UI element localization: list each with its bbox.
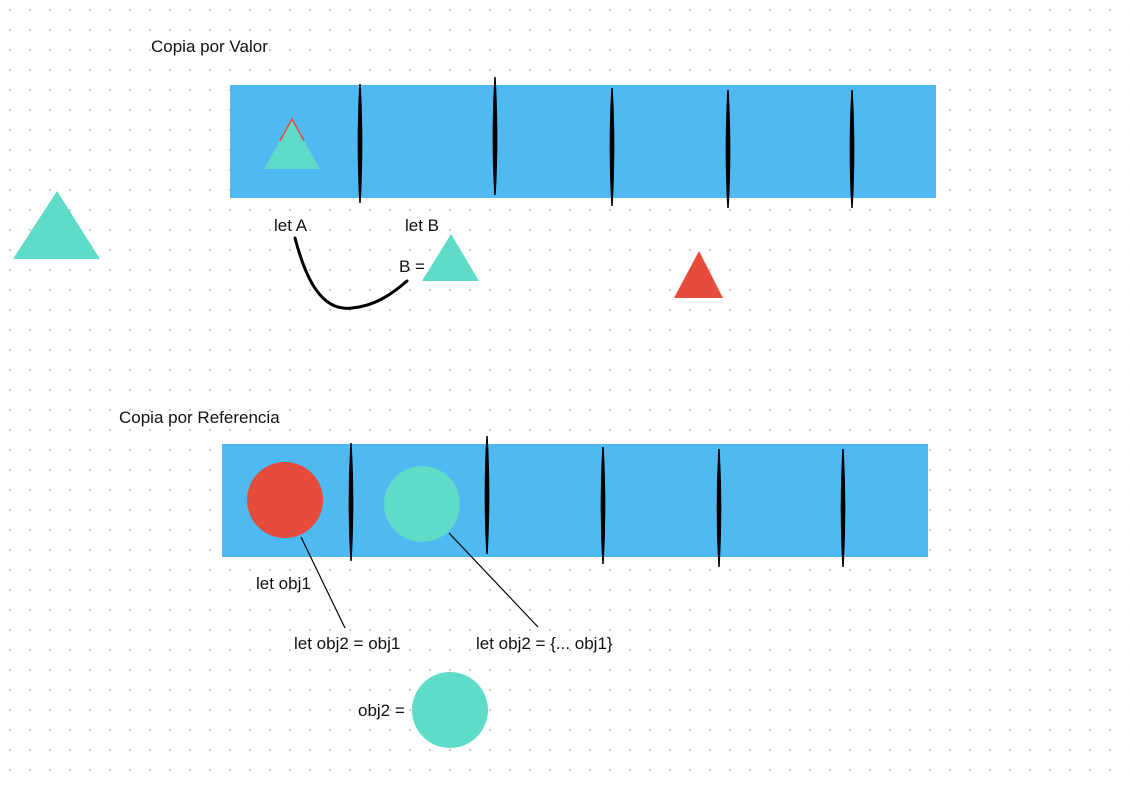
section-title-copy-by-reference: Copia por Referencia (119, 408, 280, 427)
section-title-copy-by-value: Copia por Valor (151, 37, 268, 56)
connector-curve-a-to-b[interactable] (293, 236, 409, 310)
divider-stroke-reference-4[interactable] (716, 448, 722, 568)
memory-band-value[interactable] (230, 85, 936, 198)
divider-stroke-value-1[interactable] (357, 83, 363, 204)
circle-obj2-assign-teal[interactable] (412, 672, 488, 748)
divider-stroke-reference-1[interactable] (348, 442, 354, 562)
divider-stroke-reference-5[interactable] (840, 448, 846, 568)
label-let-obj2-spread: let obj2 = {... obj1} (476, 634, 613, 653)
divider-stroke-reference-2[interactable] (484, 435, 490, 555)
memory-band-reference[interactable] (222, 444, 928, 557)
label-obj2-assign: obj2 = (358, 701, 405, 720)
label-let-obj1: let obj1 (256, 574, 311, 593)
triangle-a-in-memory[interactable] (264, 119, 320, 169)
pointer-line-obj2-ref[interactable] (300, 536, 346, 629)
triangle-red[interactable] (674, 251, 723, 298)
triangle-large-left[interactable] (13, 191, 100, 259)
divider-stroke-value-4[interactable] (725, 89, 731, 209)
divider-stroke-reference-3[interactable] (600, 446, 606, 565)
label-let-a: let A (274, 216, 308, 235)
circle-obj2-teal[interactable] (384, 466, 460, 542)
label-let-b: let B (405, 216, 440, 235)
label-b-assign: B = (399, 257, 425, 276)
divider-stroke-value-2[interactable] (492, 76, 498, 196)
circle-obj1-red[interactable] (247, 462, 323, 538)
triangle-a-red-outline (279, 117, 305, 142)
triangle-b-value[interactable] (422, 234, 479, 281)
divider-stroke-value-3[interactable] (609, 87, 615, 207)
pointer-line-obj2-spread[interactable] (448, 532, 539, 628)
label-let-obj2-ref: let obj2 = obj1 (294, 634, 401, 653)
divider-stroke-value-5[interactable] (849, 89, 855, 209)
